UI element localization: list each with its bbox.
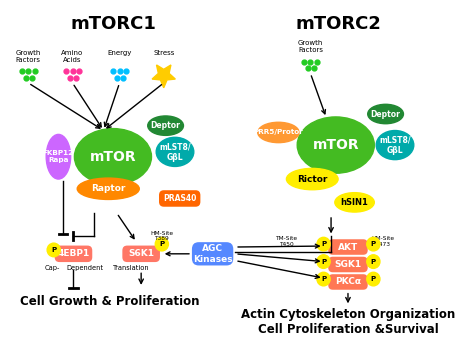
Polygon shape <box>152 65 175 88</box>
Text: SGK1: SGK1 <box>335 260 362 269</box>
Text: Rictor: Rictor <box>297 175 328 184</box>
Text: HM-Site
S473: HM-Site S473 <box>371 236 394 247</box>
Text: Cap-: Cap- <box>44 265 60 271</box>
FancyBboxPatch shape <box>192 242 233 265</box>
Circle shape <box>317 272 330 286</box>
Circle shape <box>367 272 380 286</box>
FancyBboxPatch shape <box>122 246 160 262</box>
Text: mLST8/
GβL: mLST8/ GβL <box>379 135 411 155</box>
Text: PRR5/Protor: PRR5/Protor <box>254 129 303 135</box>
Text: Actin Cytoskeleton Organization
Cell Proliferation &Survival: Actin Cytoskeleton Organization Cell Pro… <box>241 308 455 336</box>
Text: Deptor: Deptor <box>371 109 401 119</box>
Circle shape <box>367 255 380 268</box>
Ellipse shape <box>335 193 374 212</box>
Text: Dependent: Dependent <box>66 265 103 271</box>
Text: P: P <box>321 259 326 264</box>
Text: S6K1: S6K1 <box>128 249 154 258</box>
Ellipse shape <box>297 117 374 173</box>
FancyBboxPatch shape <box>328 274 368 290</box>
Text: P: P <box>371 259 376 264</box>
Circle shape <box>317 237 330 251</box>
Text: Growth
Factors: Growth Factors <box>298 40 323 53</box>
Text: P: P <box>371 276 376 282</box>
Ellipse shape <box>74 129 152 185</box>
Circle shape <box>367 237 380 251</box>
Text: Cell Growth & Proliferation: Cell Growth & Proliferation <box>20 295 200 308</box>
Text: mTORC1: mTORC1 <box>70 15 156 33</box>
FancyBboxPatch shape <box>328 257 368 272</box>
Text: Translation: Translation <box>113 265 150 271</box>
Text: P: P <box>159 241 164 247</box>
Text: hSIN1: hSIN1 <box>341 198 368 207</box>
Text: mLST8/
GβL: mLST8/ GβL <box>159 142 191 162</box>
Circle shape <box>155 237 168 251</box>
Text: P: P <box>371 241 376 247</box>
Text: Stress: Stress <box>153 50 174 56</box>
Text: TM-Site
T450: TM-Site T450 <box>275 236 297 247</box>
Ellipse shape <box>156 137 194 166</box>
Ellipse shape <box>77 178 139 199</box>
Text: 4EBP1: 4EBP1 <box>57 249 90 258</box>
Text: PRAS40: PRAS40 <box>163 194 196 203</box>
FancyBboxPatch shape <box>55 246 92 262</box>
Text: Energy: Energy <box>107 50 132 56</box>
Text: P: P <box>321 276 326 282</box>
Ellipse shape <box>368 104 403 124</box>
Text: AKT: AKT <box>338 243 358 251</box>
Text: mTOR: mTOR <box>90 150 136 164</box>
Text: mTORC2: mTORC2 <box>296 15 382 33</box>
Text: FKBP12
Rapa: FKBP12 Rapa <box>43 150 74 163</box>
Text: PKCα: PKCα <box>335 277 361 286</box>
Text: P: P <box>51 247 56 253</box>
Ellipse shape <box>258 122 299 143</box>
Text: Deptor: Deptor <box>151 121 181 130</box>
Ellipse shape <box>46 134 71 179</box>
Text: AGC
Kinases: AGC Kinases <box>193 244 232 263</box>
Circle shape <box>317 255 330 268</box>
Text: HM-Site
T389: HM-Site T389 <box>150 230 173 241</box>
Text: Raptor: Raptor <box>91 184 126 193</box>
Circle shape <box>47 243 60 257</box>
Ellipse shape <box>376 131 414 159</box>
FancyBboxPatch shape <box>328 239 368 255</box>
Ellipse shape <box>286 168 338 190</box>
Text: Amino
Acids: Amino Acids <box>62 50 83 63</box>
Text: Growth
Factors: Growth Factors <box>16 50 41 63</box>
FancyBboxPatch shape <box>159 190 201 207</box>
Ellipse shape <box>148 116 183 135</box>
Text: mTOR: mTOR <box>312 138 359 152</box>
Text: P: P <box>321 241 326 247</box>
